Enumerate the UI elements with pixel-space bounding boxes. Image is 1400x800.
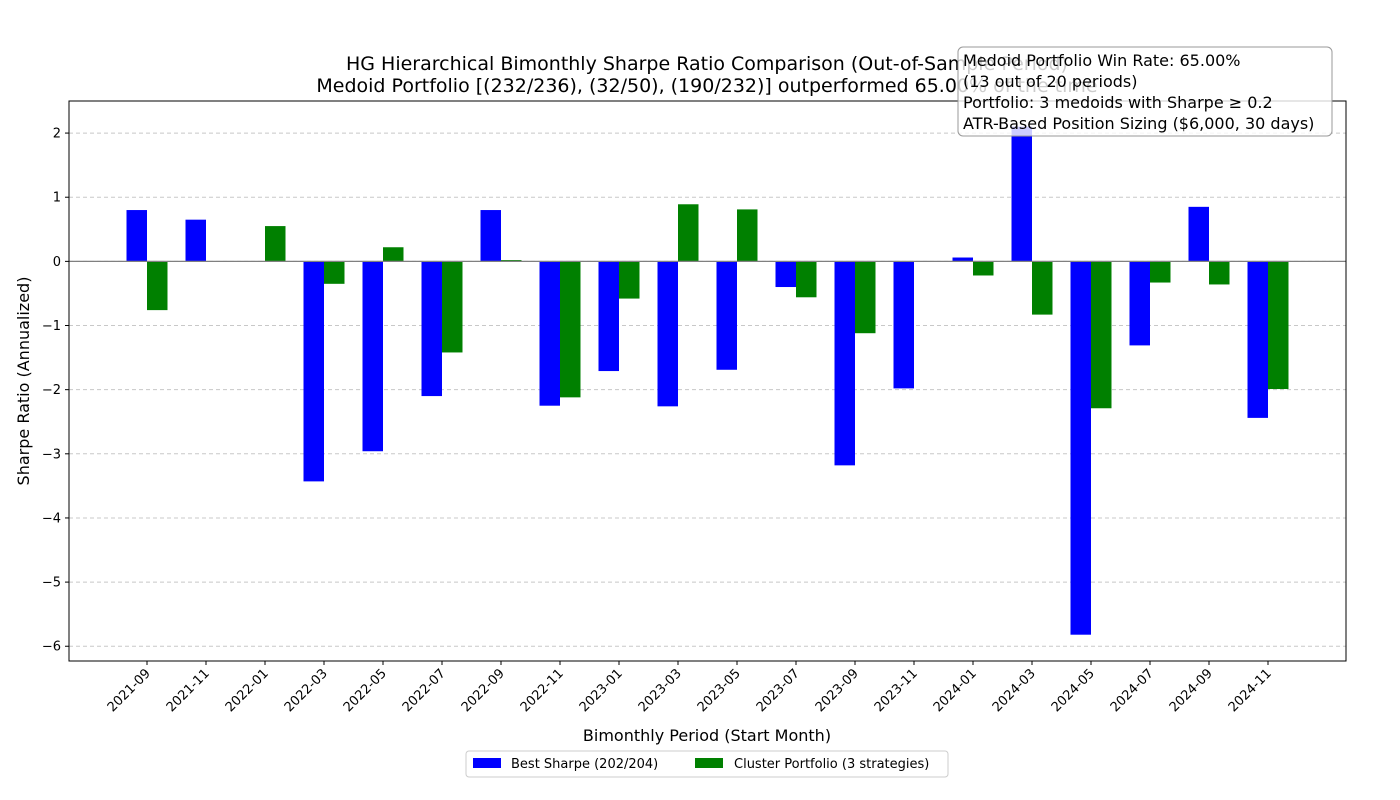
bar-cluster-portfolio [1091, 261, 1112, 409]
x-tick-label: 2022-11 [518, 666, 567, 715]
bar-cluster-portfolio [265, 226, 286, 262]
bar-best-sharpe [1070, 261, 1091, 635]
y-tick-label: −1 [42, 319, 61, 334]
y-tick-label: −3 [42, 447, 61, 462]
x-tick-label: 2022-09 [459, 666, 508, 715]
bar-cluster-portfolio [678, 204, 699, 262]
x-tick-label: 2023-01 [577, 666, 626, 715]
annotation-background [957, 46, 1333, 137]
bar-cluster-portfolio [973, 261, 994, 276]
x-tick-label: 2024-03 [990, 666, 1039, 715]
bar-cluster-portfolio [1150, 261, 1171, 283]
y-axis-label: Sharpe Ratio (Annualized) [14, 277, 33, 486]
x-tick-label: 2023-09 [813, 666, 862, 715]
bar-best-sharpe [893, 261, 914, 389]
y-tick-label: 0 [53, 255, 61, 270]
x-tick-label: 2022-03 [282, 666, 331, 715]
bar-cluster-portfolio [1268, 261, 1289, 390]
chart-title-line1: HG Hierarchical Bimonthly Sharpe Ratio C… [346, 53, 1068, 75]
plot-frame [68, 100, 1347, 662]
legend-swatch-cluster-portfolio [695, 758, 723, 768]
x-tick-label: 2022-01 [223, 666, 272, 715]
bars [126, 126, 1289, 635]
bar-cluster-portfolio [619, 261, 640, 299]
bar-cluster-portfolio [1209, 261, 1230, 285]
x-tick-label: 2024-05 [1049, 666, 1098, 715]
bar-cluster-portfolio [383, 247, 404, 262]
annotation-line-3: Portfolio: 3 medoids with Sharpe ≥ 0.2 [963, 93, 1273, 112]
bar-best-sharpe [952, 257, 973, 262]
x-tick-label: 2023-07 [754, 666, 803, 715]
legend-swatch-best-sharpe [473, 758, 501, 768]
annotation-line-4: ATR-Based Position Sizing ($6,000, 30 da… [963, 114, 1314, 133]
bar-best-sharpe [657, 261, 678, 407]
legend-label-cluster-portfolio: Cluster Portfolio (3 strategies) [734, 757, 929, 772]
y-tick-label: 2 [53, 127, 61, 142]
annotation-line-1: Medoid Portfolio Win Rate: 65.00% [963, 51, 1241, 70]
bar-best-sharpe [362, 261, 383, 452]
bar-best-sharpe [834, 261, 855, 466]
bar-cluster-portfolio [796, 261, 817, 298]
annotation-box: Medoid Portfolio Win Rate: 65.00% (13 ou… [957, 46, 1333, 137]
bar-best-sharpe [1129, 261, 1150, 346]
y-tick-label: −4 [42, 511, 61, 526]
bar-best-sharpe [303, 261, 324, 482]
y-tick-label: −6 [42, 640, 61, 655]
x-tick-label: 2024-09 [1167, 666, 1216, 715]
x-tick-label: 2021-09 [105, 666, 154, 715]
bar-best-sharpe [1188, 206, 1209, 262]
x-tick-label: 2022-05 [341, 666, 390, 715]
bar-cluster-portfolio [501, 260, 522, 262]
bar-cluster-portfolio [560, 261, 581, 398]
bar-cluster-portfolio [147, 261, 168, 311]
y-axis-ticks: 2 1 0 −1 −2 −3 −4 −5 −6 [42, 127, 69, 655]
x-axis-ticks: 2021-09 2021-11 2022-01 2022-03 2022-05 2022-… [105, 661, 1275, 715]
bar-cluster-portfolio [324, 261, 345, 284]
bar-best-sharpe [539, 261, 560, 406]
chart-title-line2: Medoid Portfolio [(232/236), (32/50), (1… [316, 75, 1097, 97]
x-tick-label: 2024-01 [931, 666, 980, 715]
gridlines [69, 132, 1346, 647]
bar-best-sharpe [126, 210, 147, 262]
annotation-line-2: (13 out of 20 periods) [963, 72, 1137, 91]
bar-best-sharpe [716, 261, 737, 370]
y-tick-label: −5 [42, 576, 61, 591]
bar-best-sharpe [480, 210, 501, 262]
bar-cluster-portfolio [737, 209, 758, 262]
bar-best-sharpe [421, 261, 442, 397]
x-axis-label: Bimonthly Period (Start Month) [583, 726, 831, 745]
x-tick-label: 2023-11 [872, 666, 921, 715]
legend: Best Sharpe (202/204) Cluster Portfolio … [465, 750, 949, 778]
bar-best-sharpe [1247, 261, 1268, 418]
x-tick-label: 2023-03 [636, 666, 685, 715]
bar-best-sharpe [598, 261, 619, 372]
x-tick-label: 2024-11 [1226, 666, 1275, 715]
bar-best-sharpe [185, 219, 206, 262]
bar-best-sharpe [1011, 126, 1032, 262]
x-tick-label: 2021-11 [164, 666, 213, 715]
x-tick-label: 2023-05 [695, 666, 744, 715]
x-tick-label: 2024-07 [1108, 666, 1157, 715]
y-tick-label: −2 [42, 383, 61, 398]
bar-cluster-portfolio [442, 261, 463, 353]
bar-best-sharpe [775, 261, 796, 288]
legend-label-best-sharpe: Best Sharpe (202/204) [511, 757, 658, 772]
y-tick-label: 1 [53, 191, 61, 206]
bar-cluster-portfolio [855, 261, 876, 334]
x-tick-label: 2022-07 [400, 666, 449, 715]
bar-cluster-portfolio [1032, 261, 1053, 315]
